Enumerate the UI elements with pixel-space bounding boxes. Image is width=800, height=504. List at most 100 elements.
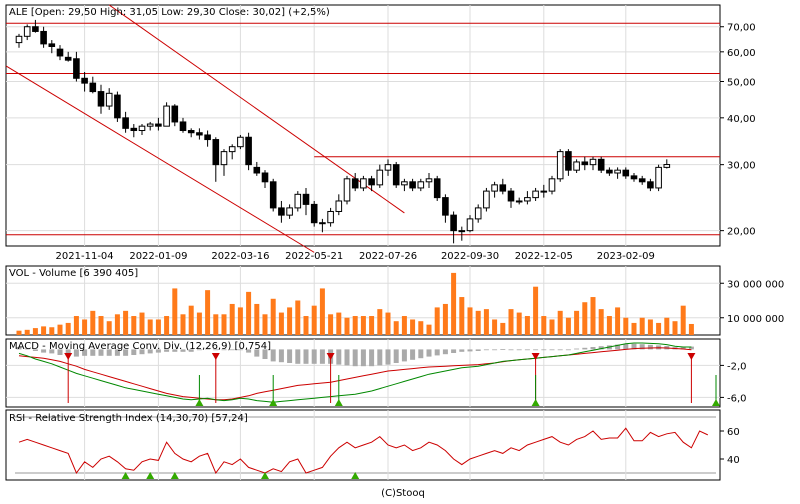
price-panel-title: ALE [Open: 29,50 High: 31,05 Low: 29,30 … [9, 7, 330, 18]
candle-body [187, 130, 195, 134]
macd-sell-marker [687, 353, 696, 360]
candle-body [524, 197, 531, 202]
candle-body [179, 121, 187, 132]
price-grid [6, 5, 720, 246]
macd-signal-line [18, 342, 692, 403]
macd-histogram-bar [442, 349, 448, 355]
macd-histogram-bar [590, 347, 596, 350]
price-x-axis: 2021-11-04 2022-01-09 2022-03-16 2022-05-21… [56, 251, 655, 262]
macd-histogram-bar [352, 349, 358, 367]
candle-body [40, 30, 47, 45]
price-y-tick-label: 50,00 [727, 78, 756, 89]
candle-body [630, 175, 638, 180]
macd-histogram-bar [41, 349, 47, 353]
volume-bar [311, 305, 317, 335]
macd-histogram-bar [164, 349, 170, 352]
volume-bar [164, 316, 170, 335]
volume-bar [328, 314, 334, 335]
volume-bar [196, 312, 202, 335]
volume-bar [565, 317, 571, 335]
macd-histogram-bar [377, 349, 383, 366]
macd-buy-marker [195, 399, 204, 406]
macd-y-axis: -2,0 -6,0 [720, 361, 747, 404]
volume-bar [213, 314, 219, 335]
macd-histogram-bar [278, 349, 284, 363]
candle-body [56, 48, 64, 57]
volume-bar [139, 312, 145, 335]
volume-bar [533, 286, 539, 335]
volume-bar [524, 316, 530, 335]
candle-body [614, 169, 621, 174]
macd-histogram-bar [459, 349, 465, 352]
volume-bar [451, 272, 457, 335]
candle-body [294, 193, 302, 209]
macd-histogram-bar [49, 349, 55, 354]
volume-bar [574, 310, 580, 335]
volume-bar [131, 316, 137, 335]
candle-body [122, 117, 129, 129]
macd-histogram-bar [574, 348, 580, 350]
candle-body [245, 136, 252, 166]
rsi-panel-title: RSI - Relative Strength Index (14,30,70)… [9, 413, 248, 424]
macd-histogram-bar [598, 346, 604, 350]
candle-body [360, 178, 367, 189]
price-y-tick-label: 40,00 [727, 114, 756, 125]
rsi-y-tick-label: 40 [727, 455, 740, 466]
macd-sell-marker [64, 353, 73, 360]
volume-bar [237, 307, 243, 335]
macd-histogram-bar [155, 349, 161, 353]
macd-histogram-bar [24, 348, 30, 350]
price-trendlines [5, 4, 720, 253]
price-x-tick-label: 2022-09-30 [441, 251, 499, 262]
candle-body [335, 200, 343, 212]
macd-histogram-bar [344, 349, 350, 366]
macd-histogram-bar [287, 349, 293, 363]
macd-histogram-bar [82, 349, 88, 356]
macd-histogram-bar [393, 349, 399, 363]
volume-bar [492, 319, 498, 335]
macd-histogram-bar [426, 349, 432, 357]
volume-bar [615, 307, 621, 335]
volume-bar [106, 321, 112, 335]
macd-histogram-bar [451, 349, 457, 353]
macd-y-tick-label: -2,0 [727, 361, 747, 372]
volume-bar [410, 319, 416, 335]
candle-body [532, 190, 539, 199]
macd-histogram-bar [565, 349, 571, 351]
rsi-buy-marker [146, 472, 155, 479]
candle-body [351, 178, 359, 189]
macd-histogram-bar [623, 343, 629, 350]
macd-histogram-bar [385, 349, 391, 365]
macd-histogram-bar [541, 349, 547, 351]
price-candles [15, 19, 671, 244]
macd-histogram-bar [114, 349, 120, 356]
footer-credit: (C)Stooq [381, 488, 425, 499]
macd-histogram-bar [615, 344, 621, 350]
volume-bar [483, 309, 489, 335]
candle-body [392, 164, 400, 186]
candle-body [15, 35, 23, 44]
macd-histogram-bar [32, 349, 38, 351]
macd-histogram-bar [492, 349, 498, 351]
rsi-panel: 60 40 RSI - Relative Strength Index (14,3… [5, 409, 740, 481]
macd-sell-marker [531, 353, 540, 360]
volume-panel: 30 000 000 10 000 000 VOL - Volume [6 390… [5, 265, 784, 336]
macd-histogram-bar [295, 349, 301, 364]
macd-histogram-bar [254, 349, 260, 357]
volume-bar [32, 328, 38, 335]
volume-bar [73, 316, 79, 335]
macd-lines [18, 342, 692, 403]
macd-histogram-bar [631, 343, 637, 350]
volume-bar [221, 314, 227, 335]
rsi-buy-marker [170, 472, 179, 479]
volume-bar [500, 322, 506, 335]
rsi-y-axis: 60 40 [720, 427, 740, 466]
volume-bar [598, 309, 604, 335]
candle-body [655, 166, 662, 189]
volume-bar [426, 324, 432, 335]
candle-body [220, 151, 228, 166]
volume-bar [360, 316, 366, 335]
macd-line [18, 347, 692, 401]
macd-histogram-bar [221, 349, 227, 351]
